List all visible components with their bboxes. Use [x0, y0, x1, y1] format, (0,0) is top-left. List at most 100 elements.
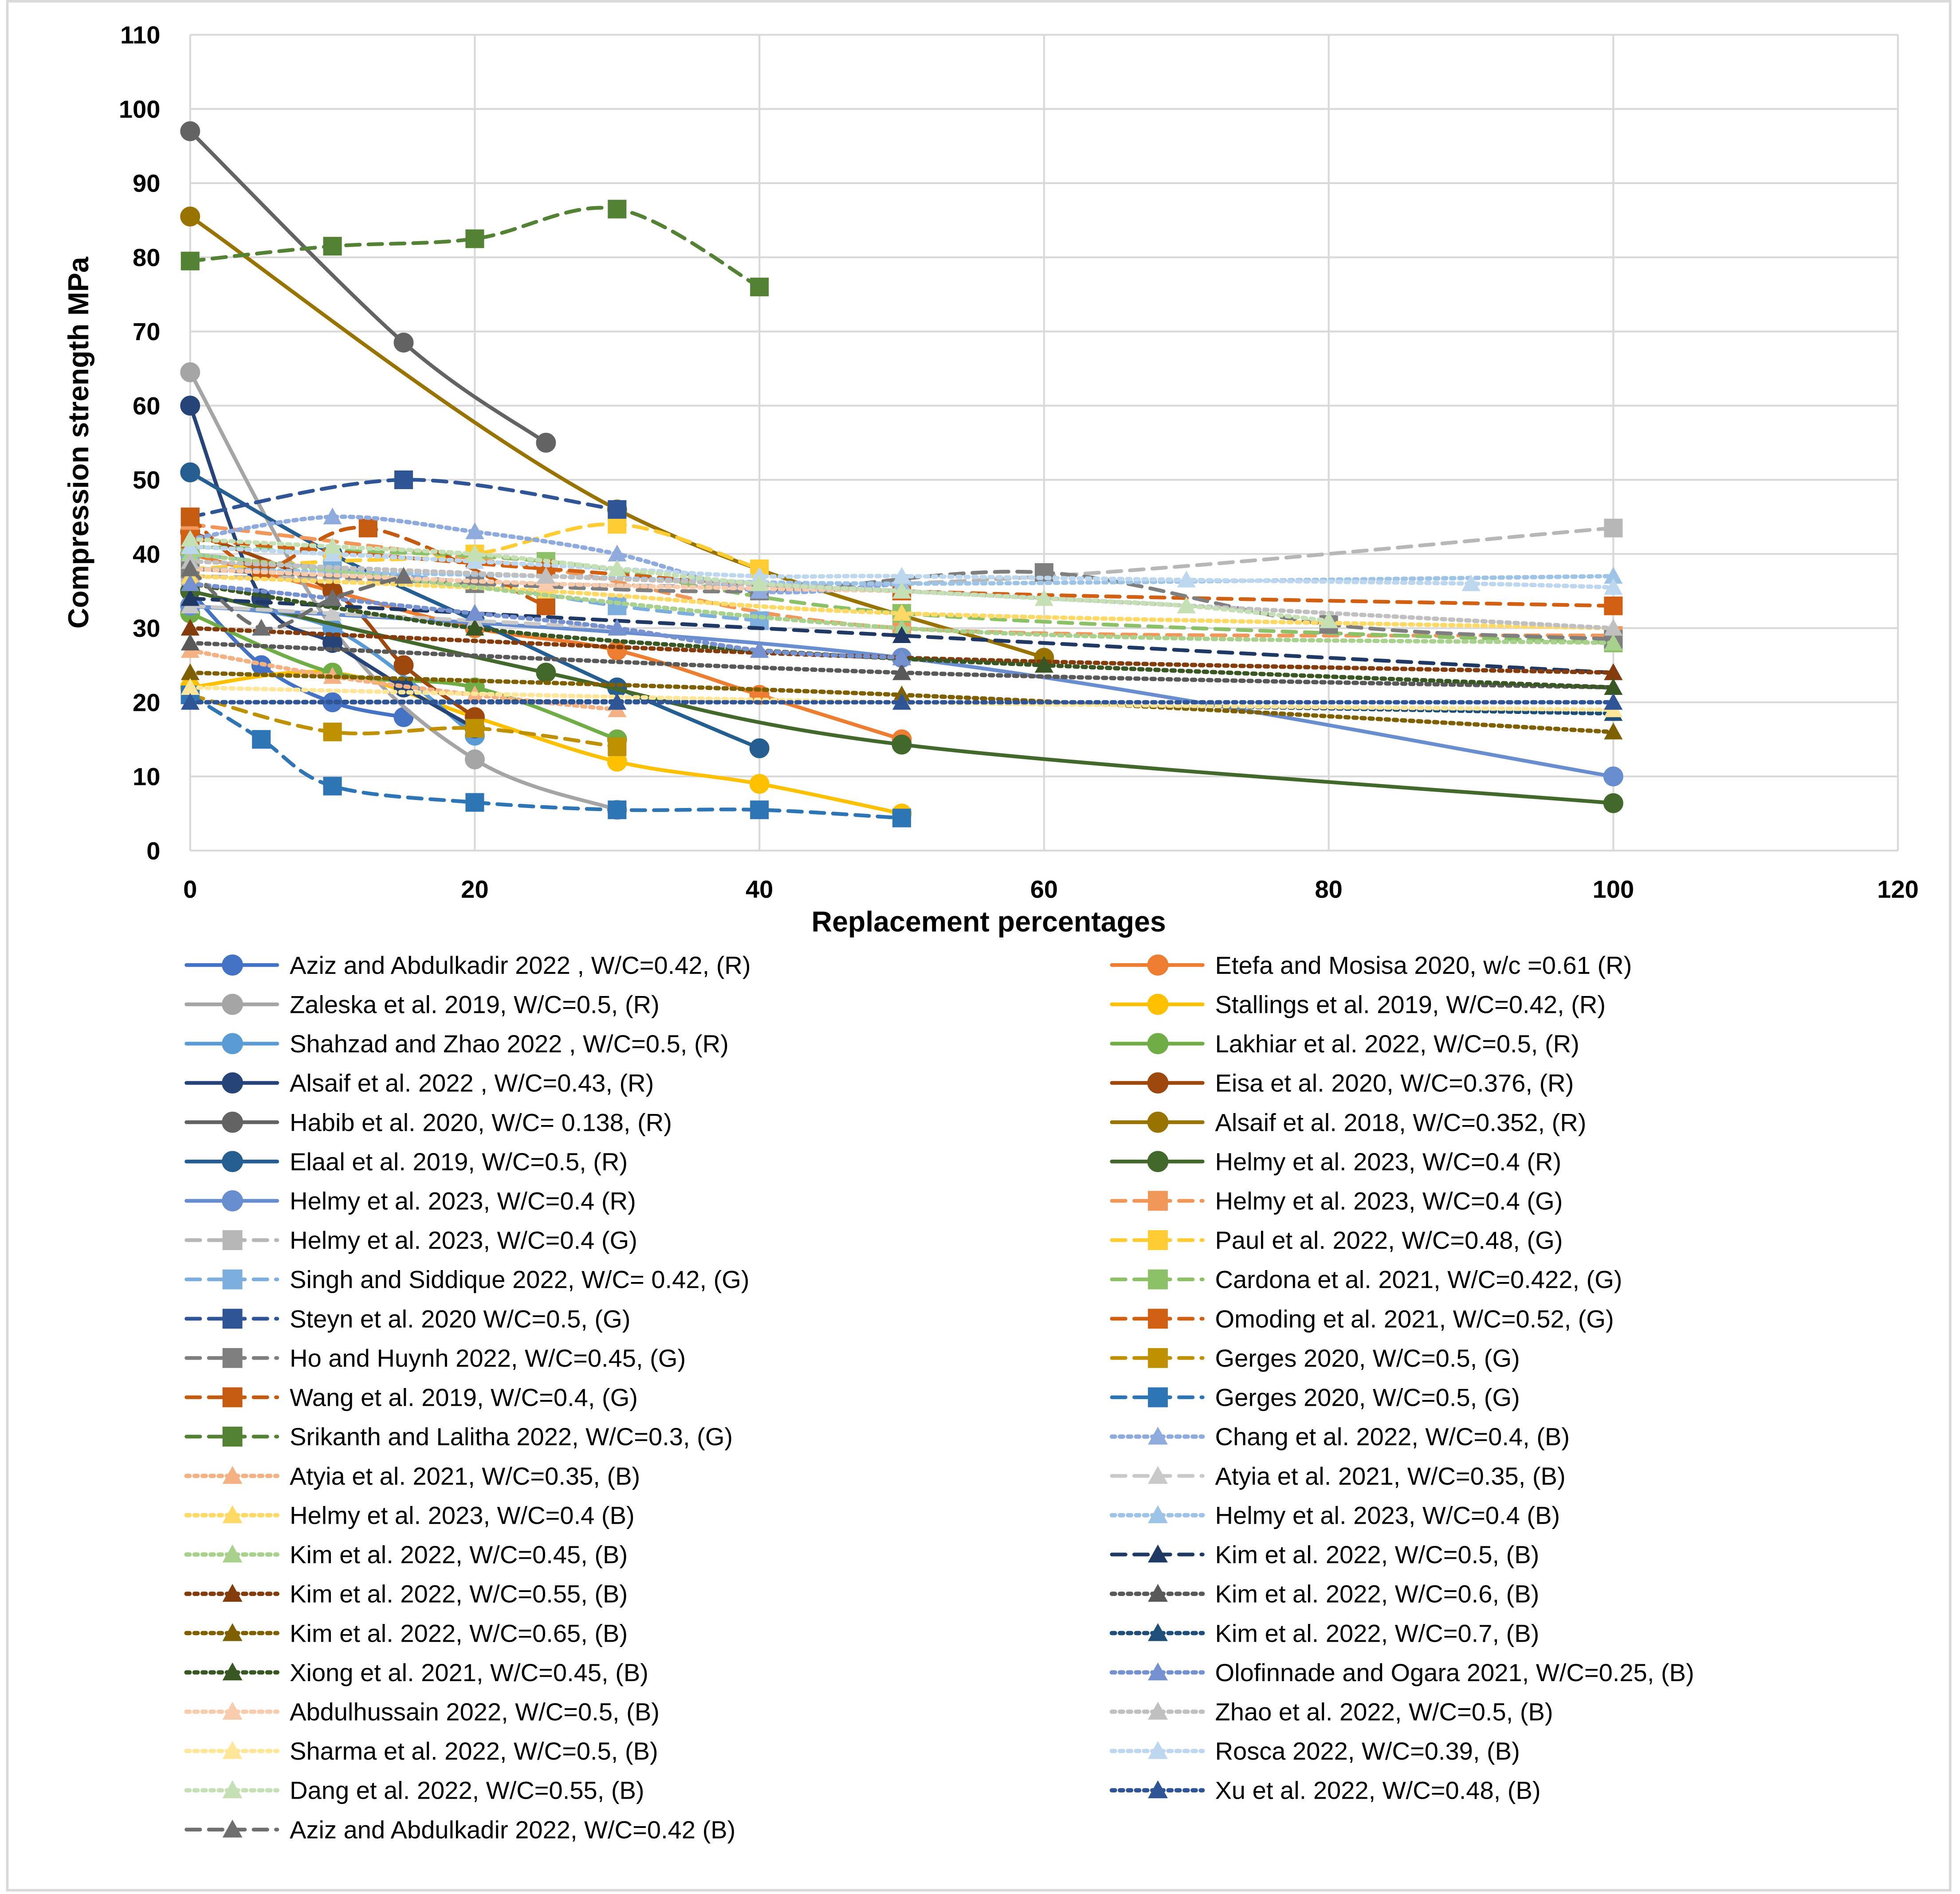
data-point	[181, 251, 200, 271]
legend-label: Atyia et al. 2021, W/C=0.35, (B)	[1215, 1462, 1566, 1490]
data-point	[181, 529, 200, 547]
legend-label: Ho and Huynh 2022, W/C=0.45, (G)	[290, 1344, 686, 1372]
x-tick-label: 40	[746, 875, 773, 903]
legend-item: Kim et al. 2022, W/C=0.7, (B)	[1109, 1619, 1539, 1647]
data-point	[465, 749, 485, 769]
data-point	[1604, 693, 1623, 710]
data-point	[394, 470, 413, 489]
data-point	[323, 507, 342, 525]
legend-item: Kim et al. 2022, W/C=0.6, (B)	[1109, 1580, 1540, 1608]
x-tick-label: 120	[1877, 875, 1919, 903]
legend-item: Gerges 2020, W/C=0.5, (G)	[1110, 1344, 1520, 1372]
legend-item: Paul et al. 2022, W/C=0.48, (G)	[1110, 1226, 1563, 1254]
data-point	[181, 574, 200, 591]
series-line	[188, 596, 1615, 675]
series-25	[181, 200, 769, 297]
legend-label: Elaal et al. 2019, W/C=0.5, (R)	[290, 1148, 628, 1176]
data-point	[181, 693, 200, 710]
legend-marker	[222, 1623, 243, 1641]
x-tick-label: 100	[1593, 875, 1634, 903]
data-point	[1461, 574, 1481, 591]
data-point	[181, 663, 200, 680]
legend-marker	[1148, 1505, 1168, 1523]
data-point	[181, 507, 200, 526]
legend-label: Zaleska et al. 2019, W/C=0.5, (R)	[290, 990, 660, 1018]
series-45	[181, 559, 413, 636]
data-point	[892, 693, 911, 710]
x-tick-label: 80	[1315, 875, 1342, 903]
legend-label: Steyn et al. 2020 W/C=0.5, (G)	[290, 1305, 630, 1333]
y-tick-label: 90	[133, 169, 160, 197]
legend-marker	[222, 1230, 243, 1250]
data-point	[323, 667, 342, 684]
legend-item: Lakhiar et al. 2022, W/C=0.5, (R)	[1110, 1030, 1579, 1058]
legend-label: Helmy et al. 2023, W/C=0.4 (G)	[1215, 1187, 1563, 1215]
legend-label: Kim et al. 2022, W/C=0.6, (B)	[1215, 1580, 1540, 1608]
data-point	[465, 719, 484, 738]
legend-label: Dang et al. 2022, W/C=0.55, (B)	[290, 1776, 644, 1804]
x-axis-label: Replacement percentages	[812, 906, 1166, 937]
legend-item: Abdulhussain 2022, W/C=0.5, (B)	[184, 1698, 660, 1726]
y-tick-label: 80	[133, 243, 160, 271]
legend-label: Omoding et al. 2021, W/C=0.52, (G)	[1215, 1305, 1614, 1333]
legend-marker	[1148, 1623, 1168, 1641]
legend-marker	[1148, 1544, 1168, 1563]
data-point	[536, 663, 556, 683]
data-point	[323, 537, 342, 554]
legend-label: Stallings et al. 2019, W/C=0.42, (R)	[1215, 990, 1606, 1018]
legend-item: Alsaif et al. 2018, W/C=0.352, (R)	[1110, 1108, 1586, 1136]
data-point	[1177, 570, 1196, 588]
y-tick-label: 110	[120, 21, 160, 49]
data-point	[536, 567, 555, 584]
legend-label: Kim et al. 2022, W/C=0.5, (B)	[1215, 1541, 1540, 1569]
y-tick-label: 70	[133, 318, 160, 345]
legend-marker	[222, 1584, 243, 1602]
legend-label: Xiong et al. 2021, W/C=0.45, (B)	[290, 1659, 648, 1686]
series-layer	[180, 121, 1623, 827]
data-point	[465, 545, 484, 562]
legend-label: Kim et al. 2022, W/C=0.55, (B)	[290, 1580, 628, 1608]
legend-label: Kim et al. 2022, W/C=0.65, (B)	[290, 1619, 628, 1647]
legend-label: Wang et al. 2019, W/C=0.4, (G)	[290, 1384, 638, 1412]
legend-item: Rosca 2022, W/C=0.39, (B)	[1109, 1737, 1520, 1765]
legend-marker	[222, 1387, 243, 1408]
legend-marker	[1148, 1387, 1168, 1408]
legend-label: Helmy et al. 2023, W/C=0.4 (R)	[290, 1187, 636, 1215]
legend-label: Eisa et al. 2020, W/C=0.376, (R)	[1215, 1069, 1574, 1097]
legend-item: Dang et al. 2022, W/C=0.55, (B)	[184, 1776, 644, 1804]
legend-marker	[222, 954, 243, 976]
chart-frame	[6, 0, 1952, 1892]
legend-item: Habib et al. 2020, W/C= 0.138, (R)	[185, 1108, 672, 1136]
legend-marker	[222, 1427, 243, 1447]
data-point	[750, 574, 769, 591]
legend-marker	[1147, 1033, 1169, 1055]
series-line	[188, 514, 904, 595]
legend-label: Cardona et al. 2021, W/C=0.422, (G)	[1215, 1266, 1622, 1294]
series-line	[188, 604, 619, 630]
legend-item: Shahzad and Zhao 2022 , W/C=0.5, (R)	[185, 1030, 729, 1058]
series-43	[181, 529, 1338, 628]
legend-item: Omoding et al. 2021, W/C=0.52, (G)	[1110, 1305, 1614, 1333]
data-point	[1177, 596, 1196, 614]
data-point	[892, 663, 911, 680]
legend-label: Gerges 2020, W/C=0.5, (G)	[1215, 1344, 1520, 1372]
data-point	[1034, 589, 1053, 606]
data-point	[892, 604, 911, 621]
legend-item: Aziz and Abdulkadir 2022 , W/C=0.42, (R)	[185, 951, 751, 979]
data-point	[358, 518, 377, 537]
data-point	[180, 362, 200, 382]
data-point	[180, 206, 200, 227]
series-line	[188, 567, 1615, 641]
legend-item: Xu et al. 2022, W/C=0.48, (B)	[1109, 1776, 1541, 1804]
data-point	[180, 462, 200, 482]
data-point	[393, 655, 414, 675]
data-point	[323, 722, 342, 741]
legend-marker	[1148, 1309, 1168, 1329]
legend-label: Atyia et al. 2021, W/C=0.35, (B)	[290, 1462, 640, 1490]
legend-item: Etefa and Mosisa 2020, w/c =0.61 (R)	[1110, 951, 1632, 979]
data-point	[750, 800, 769, 820]
legend-label: Srikanth and Lalitha 2022, W/C=0.3, (G)	[290, 1423, 733, 1451]
data-point	[892, 567, 911, 584]
data-point	[608, 737, 627, 757]
